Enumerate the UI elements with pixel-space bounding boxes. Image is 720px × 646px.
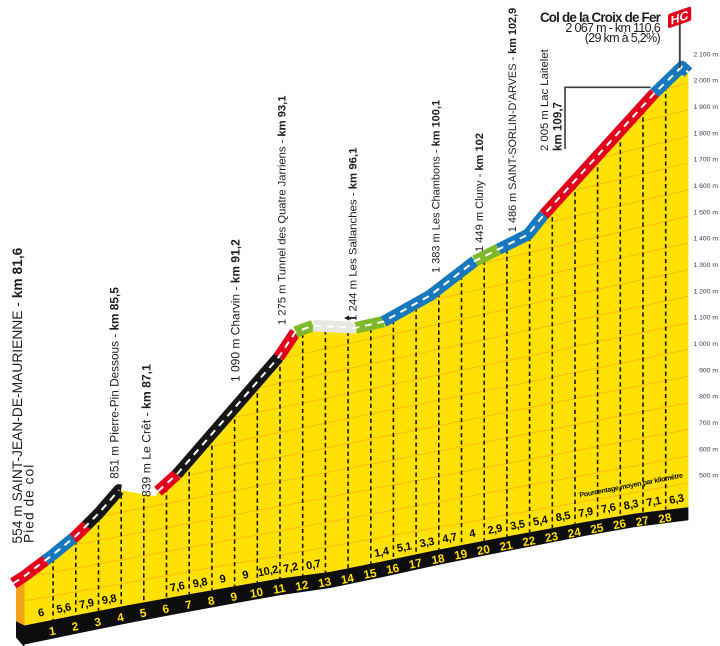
svg-text:800 m: 800 m bbox=[699, 394, 718, 401]
svg-text:km 109,7: km 109,7 bbox=[552, 102, 565, 151]
svg-text:7,6: 7,6 bbox=[600, 501, 617, 516]
svg-text:2 067 m - km 110,6: 2 067 m - km 110,6 bbox=[565, 21, 660, 35]
svg-text:554 m SAINT-JEAN-DE-MAURIENNE: 554 m SAINT-JEAN-DE-MAURIENNE - km 81,6 bbox=[10, 247, 25, 543]
svg-text:8,5: 8,5 bbox=[555, 510, 572, 525]
svg-text:2 005 m Lac Laitelet: 2 005 m Lac Laitelet bbox=[539, 48, 551, 151]
svg-text:851 m Pierre-Pin Dessous - km: 851 m Pierre-Pin Dessous - km 85,5 bbox=[107, 287, 121, 479]
svg-text:1 900 m: 1 900 m bbox=[693, 104, 718, 111]
svg-text:4: 4 bbox=[468, 527, 477, 540]
svg-text:9: 9 bbox=[219, 573, 227, 586]
svg-text:16: 16 bbox=[385, 561, 401, 576]
svg-text:HC: HC bbox=[671, 8, 689, 28]
svg-text:1 600 m: 1 600 m bbox=[693, 183, 718, 190]
svg-text:6: 6 bbox=[37, 607, 45, 620]
svg-text:2 100 m: 2 100 m bbox=[693, 51, 718, 58]
svg-text:5,6: 5,6 bbox=[56, 601, 73, 616]
svg-text:22: 22 bbox=[521, 534, 537, 549]
svg-text:11: 11 bbox=[272, 582, 287, 597]
svg-text:9: 9 bbox=[229, 590, 238, 604]
svg-text:2,9: 2,9 bbox=[487, 523, 504, 538]
svg-text:700 m: 700 m bbox=[699, 420, 718, 427]
svg-text:18: 18 bbox=[431, 552, 447, 567]
svg-text:17: 17 bbox=[408, 556, 423, 571]
svg-text:4: 4 bbox=[116, 611, 125, 625]
svg-text:7,1: 7,1 bbox=[646, 495, 663, 510]
svg-text:1 090 m Charvin - km 91,2: 1 090 m Charvin - km 91,2 bbox=[228, 239, 242, 382]
svg-text:500 m: 500 m bbox=[699, 473, 718, 480]
svg-text:3,3: 3,3 bbox=[419, 536, 436, 551]
svg-text:900 m: 900 m bbox=[699, 367, 718, 374]
svg-text:7,9: 7,9 bbox=[78, 597, 95, 612]
svg-text:25: 25 bbox=[589, 521, 605, 536]
svg-text:12: 12 bbox=[294, 578, 310, 593]
svg-text:839 m Le Crêt - km 87,1: 839 m Le Crêt - km 87,1 bbox=[139, 364, 153, 497]
svg-text:4,7: 4,7 bbox=[441, 531, 458, 546]
svg-text:1 200 m: 1 200 m bbox=[693, 288, 718, 295]
svg-text:21: 21 bbox=[499, 538, 515, 553]
svg-text:13: 13 bbox=[317, 575, 333, 590]
svg-text:1 383 m Les Chambons - km 100,: 1 383 m Les Chambons - km 100,1 bbox=[431, 100, 443, 273]
svg-text:6: 6 bbox=[161, 602, 170, 616]
svg-text:Pied de col: Pied de col bbox=[22, 464, 37, 543]
svg-text:10: 10 bbox=[249, 585, 265, 600]
svg-text:1,4: 1,4 bbox=[373, 545, 391, 560]
svg-text:(29 km à 5,2%): (29 km à 5,2%) bbox=[585, 31, 661, 45]
svg-text:1 000 m: 1 000 m bbox=[693, 341, 718, 348]
svg-text:1 275 m Tunnel des Quatre Jarr: 1 275 m Tunnel des Quatre Jarriens - km … bbox=[277, 96, 289, 325]
svg-text:14: 14 bbox=[340, 572, 356, 587]
svg-text:2 000 m: 2 000 m bbox=[693, 78, 718, 85]
svg-text:5,4: 5,4 bbox=[532, 514, 550, 529]
svg-text:7,9: 7,9 bbox=[577, 506, 594, 521]
svg-text:1 400 m: 1 400 m bbox=[693, 236, 718, 243]
svg-text:8: 8 bbox=[207, 594, 216, 608]
svg-text:1 449 m Cluny - km 102: 1 449 m Cluny - km 102 bbox=[474, 133, 486, 252]
svg-text:20: 20 bbox=[476, 543, 492, 558]
svg-text:5,1: 5,1 bbox=[396, 540, 413, 555]
svg-text:5: 5 bbox=[139, 606, 148, 620]
svg-text:3,5: 3,5 bbox=[509, 518, 526, 533]
svg-text:Col de la Croix de Fer: Col de la Croix de Fer bbox=[540, 10, 662, 25]
svg-text:3: 3 bbox=[93, 615, 102, 629]
svg-text:7,6: 7,6 bbox=[169, 580, 186, 595]
svg-text:6,3: 6,3 bbox=[668, 492, 685, 507]
svg-text:19: 19 bbox=[453, 547, 469, 562]
svg-text:23: 23 bbox=[544, 530, 560, 545]
svg-text:8,3: 8,3 bbox=[623, 498, 640, 513]
svg-text:1: 1 bbox=[48, 624, 57, 638]
svg-text:1 800 m: 1 800 m bbox=[693, 130, 718, 137]
svg-text:24: 24 bbox=[567, 525, 583, 540]
svg-text:600 m: 600 m bbox=[699, 446, 718, 453]
svg-text:0,7: 0,7 bbox=[305, 558, 322, 573]
svg-text:1 500 m: 1 500 m bbox=[693, 209, 718, 216]
svg-text:2: 2 bbox=[71, 620, 80, 634]
svg-text:1 100 m: 1 100 m bbox=[693, 315, 718, 322]
svg-text:7,2: 7,2 bbox=[282, 561, 299, 576]
svg-text:27: 27 bbox=[635, 514, 650, 529]
svg-text:26: 26 bbox=[612, 517, 628, 532]
svg-text:1 486 m SAINT-SORLIN-D’ARVES -: 1 486 m SAINT-SORLIN-D’ARVES - km 102,9 bbox=[507, 8, 519, 232]
svg-text:9,8: 9,8 bbox=[101, 593, 118, 608]
svg-text:28: 28 bbox=[657, 511, 673, 526]
svg-text:10,2: 10,2 bbox=[257, 564, 279, 580]
svg-text:1 300 m: 1 300 m bbox=[693, 262, 718, 269]
svg-text:1 244 m Les Sallanches - km 96: 1 244 m Les Sallanches - km 96,1 bbox=[348, 147, 360, 321]
svg-text:9,8: 9,8 bbox=[192, 576, 209, 591]
svg-text:15: 15 bbox=[363, 567, 379, 582]
svg-text:9: 9 bbox=[241, 569, 249, 582]
svg-text:1 700 m: 1 700 m bbox=[693, 157, 718, 164]
svg-text:7: 7 bbox=[184, 598, 193, 612]
